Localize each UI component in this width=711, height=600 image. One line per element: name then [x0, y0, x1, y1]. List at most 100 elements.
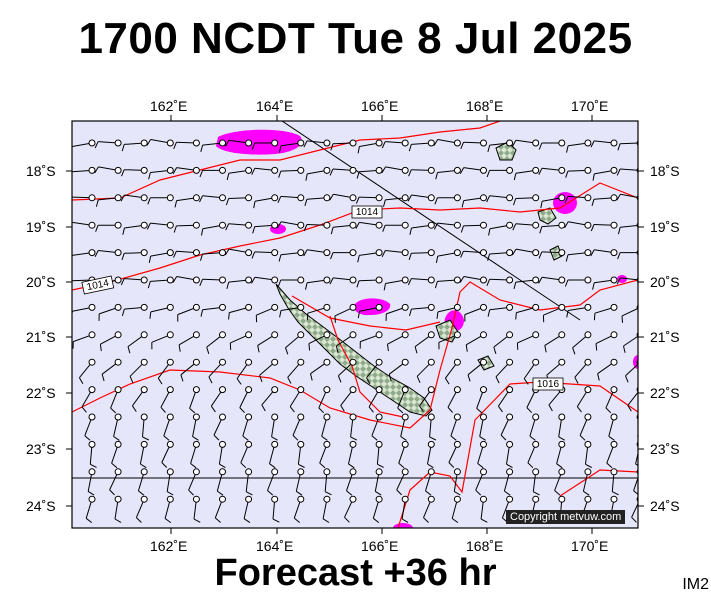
wind-barb-station: [349, 166, 357, 174]
wind-barb-station: [140, 440, 148, 448]
wind-barb-feather: [381, 166, 386, 174]
wind-barb-feather: [409, 227, 412, 235]
forecast-caption: Forecast +36 hr: [214, 552, 497, 594]
wind-barb-feather: [583, 490, 590, 496]
wind-barb-feather: [512, 139, 517, 147]
wind-barb-feather: [224, 139, 230, 147]
wind-barb-feather: [78, 377, 84, 385]
frame-ticks: [66, 115, 644, 534]
wind-barb-station: [140, 303, 148, 311]
wind-barb-feather: [556, 463, 563, 469]
wind-barb-station: [349, 303, 357, 311]
wind-barb-station: [401, 166, 409, 174]
wind-barb-station: [166, 249, 174, 257]
wind-barb-station: [558, 166, 566, 174]
wind-barb-station: [323, 331, 331, 339]
wind-barb-station: [88, 221, 96, 229]
wind-barb-station: [610, 194, 618, 202]
wind-barb-station: [506, 440, 514, 448]
wind-barb-feather: [319, 462, 326, 469]
lon-label-bottom: 164˚E: [256, 538, 294, 554]
wind-barb-station: [427, 440, 435, 448]
lon-label-top: 170˚E: [571, 98, 609, 114]
wind-barb-feather: [591, 199, 595, 207]
wind-barb-station: [480, 495, 487, 503]
wind-barb-station: [532, 221, 540, 229]
wind-barb-station: [271, 276, 279, 284]
wind-barb-feather: [146, 222, 151, 230]
wind-barb-station: [349, 495, 357, 503]
wind-barb-feather: [434, 281, 438, 289]
wind-barb-station: [401, 358, 409, 366]
wind-barb-station: [532, 249, 540, 257]
wind-barb-feather: [99, 344, 102, 352]
wind-barb-feather: [127, 346, 131, 354]
wind-barb-station: [427, 139, 435, 147]
wind-barb-feather: [193, 518, 201, 523]
wind-barb-feather: [616, 277, 621, 285]
wind-barb-feather: [616, 194, 621, 201]
wind-barb-feather: [356, 280, 360, 288]
wind-barb-feather: [633, 490, 638, 496]
lon-label-top: 168˚E: [466, 98, 504, 114]
wind-barb-station: [375, 139, 383, 147]
wind-barb-station: [558, 468, 566, 476]
wind-barb-feather: [590, 249, 595, 257]
wind-barb-feather: [435, 256, 439, 263]
wind-barb-station: [375, 413, 383, 421]
wind-barb-feather: [637, 436, 638, 438]
wind-barb-feather: [564, 221, 569, 228]
wind-barb-feather: [476, 408, 483, 414]
wind-barb-station: [219, 249, 226, 257]
wind-barb-feather: [381, 250, 386, 258]
wind-barb-station: [375, 495, 383, 503]
wind-barb-station: [323, 194, 331, 202]
wind-barb-station: [140, 221, 148, 229]
wind-barb-feather: [293, 517, 301, 523]
wind-barb-feather: [337, 375, 342, 383]
wind-barb-station: [375, 303, 383, 311]
wind-barb-feather: [90, 463, 97, 468]
wind-barb-station: [532, 331, 540, 339]
wind-barb-feather: [460, 225, 464, 233]
wind-barb-station: [219, 468, 226, 476]
wind-barb-staff: [631, 502, 638, 518]
wind-barb-feather: [329, 277, 334, 285]
wind-barb-station: [88, 358, 96, 366]
wind-barb-feather: [146, 139, 152, 146]
wind-barb-station: [506, 358, 514, 366]
wind-barb-feather: [308, 343, 311, 351]
image-id: IM2: [682, 576, 709, 593]
wind-barb-feather: [382, 225, 386, 232]
wind-barb-feather: [278, 254, 282, 262]
wind-barb-station: [584, 221, 592, 229]
map-frame: [71, 120, 639, 529]
wind-barb-feather: [617, 143, 621, 151]
wind-barb-feather: [208, 376, 213, 384]
wind-barb-station: [219, 194, 226, 202]
wind-barb-station: [610, 166, 618, 174]
wind-barb-feather: [460, 142, 464, 149]
wind-barb-station: [323, 303, 331, 311]
wind-barb-feather: [533, 491, 540, 496]
wind-barb-feather: [371, 435, 378, 441]
wind-barb-station: [610, 386, 618, 394]
wind-barb-station: [427, 221, 435, 229]
wind-barb-feather: [504, 490, 511, 496]
wind-barb-station: [297, 386, 305, 394]
wind-barb-feather: [486, 170, 491, 178]
lat-label-right: 22˚S: [650, 385, 680, 401]
wind-barb-feather: [192, 436, 199, 441]
wind-barb-station: [453, 495, 461, 503]
wind-barb-station: [453, 139, 461, 147]
wind-barb-station: [297, 166, 305, 174]
wind-barb-station: [140, 139, 148, 147]
wind-barb-feather: [226, 173, 230, 181]
wind-barb-feather: [608, 435, 615, 441]
wind-barb-feather: [85, 517, 93, 523]
wind-barb-feather: [408, 169, 412, 177]
wind-barb-station: [297, 194, 305, 202]
wind-barb-feather: [251, 251, 256, 259]
wind-barb-station: [140, 331, 148, 339]
wind-barb-feather: [429, 436, 437, 441]
